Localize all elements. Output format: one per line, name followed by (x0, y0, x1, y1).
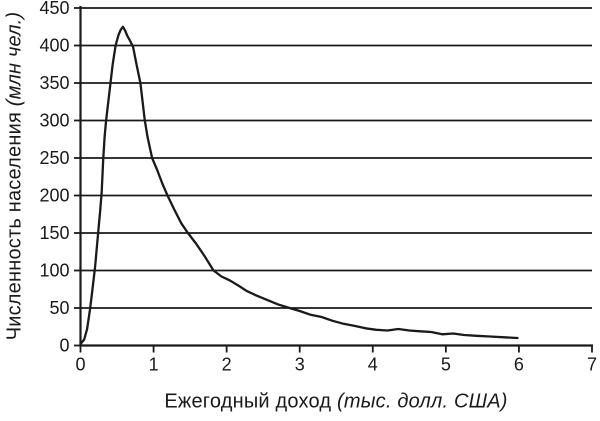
x-axis-label-text: Ежегодный доход (164, 390, 332, 413)
y-tick-label-150: 150 (39, 223, 69, 243)
x-tick-label-5: 5 (441, 355, 451, 375)
x-tick-label-3: 3 (295, 355, 305, 375)
x-tick-label-7: 7 (587, 355, 597, 375)
y-tick-label-400: 400 (39, 36, 69, 56)
y-tick-label-450: 450 (39, 0, 69, 18)
x-tick-label-6: 6 (514, 355, 524, 375)
y-axis-label-units: (млн чел.) (3, 11, 26, 107)
x-axis-label-units: (тыс. долл. США) (337, 390, 508, 413)
y-axis-label-text: Численность населения (3, 111, 26, 341)
y-tick-label-100: 100 (39, 261, 69, 281)
y-tick-label-300: 300 (39, 111, 69, 131)
x-axis-label: Ежегодный доход (тыс. долл. США) (164, 391, 507, 414)
y-tick-label-200: 200 (39, 186, 69, 206)
y-axis-label: Численность населения (млн чел.) (4, 12, 27, 341)
y-tick-label-50: 50 (49, 298, 69, 318)
x-tick-label-1: 1 (149, 355, 159, 375)
y-tick-label-350: 350 (39, 73, 69, 93)
x-tick-label-4: 4 (368, 355, 378, 375)
x-tick-label-2: 2 (222, 355, 232, 375)
population-by-income-curve (79, 25, 519, 346)
x-tick-label-0: 0 (75, 355, 85, 375)
y-tick-label-0: 0 (59, 336, 69, 356)
y-tick-label-250: 250 (39, 148, 69, 168)
